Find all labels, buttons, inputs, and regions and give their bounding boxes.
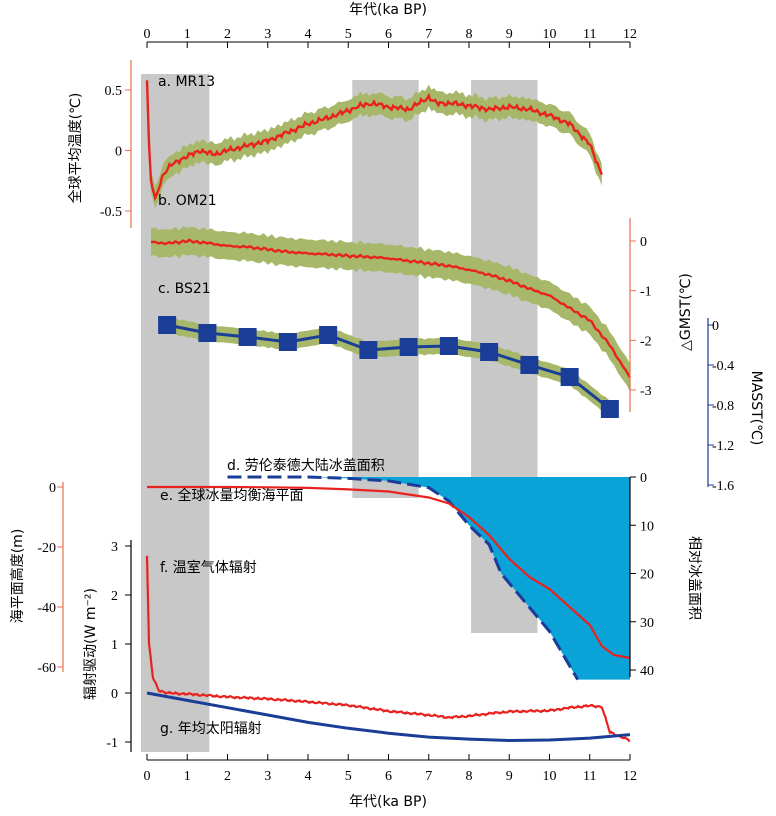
mr13-line bbox=[145, 80, 603, 202]
top-x-tick-label-4: 4 bbox=[305, 27, 312, 42]
om21-uncertainty-band bbox=[151, 226, 630, 392]
d-y-tick-label-3: 30 bbox=[640, 616, 654, 631]
bottom-x-tick-label-4: 4 bbox=[305, 769, 312, 784]
b-y-axis-title: △GMST(℃) bbox=[678, 273, 694, 351]
bottom-x-tick-label-8: 8 bbox=[466, 769, 473, 784]
d-y-tick-label-1: 10 bbox=[640, 519, 654, 534]
panel-label-e: e. 全球冰量均衡海平面 bbox=[160, 487, 304, 504]
d-y-axis-title: 相对冰盖面积 bbox=[686, 536, 702, 620]
c-y-tick-label-1: -0.4 bbox=[712, 359, 734, 374]
f-y-tick-label-0: 3 bbox=[111, 540, 118, 555]
a-y-tick-label-1: 0 bbox=[115, 145, 122, 160]
bs21-marker-2 bbox=[198, 324, 217, 342]
top-x-tick-label-10: 10 bbox=[543, 27, 557, 42]
e-y-tick-label-2: -40 bbox=[37, 601, 56, 616]
top-x-tick-label-2: 2 bbox=[224, 27, 231, 42]
ghg-forcing-line bbox=[145, 555, 631, 742]
top-x-tick-label-8: 8 bbox=[466, 27, 473, 42]
bottom-x-tick-label-0: 0 bbox=[144, 769, 151, 784]
bottom-x-tick-label-12: 12 bbox=[623, 769, 637, 784]
b-y-tick-label-3: -3 bbox=[640, 384, 652, 399]
bs21-marker-5 bbox=[319, 326, 338, 344]
bottom-x-axis-title: 年代(ka BP) bbox=[349, 794, 427, 810]
f-y-tick-label-4: -1 bbox=[106, 736, 118, 751]
panel-label-f: f. 温室气体辐射 bbox=[160, 559, 257, 576]
e-y-tick-label-3: -60 bbox=[37, 661, 56, 676]
top-x-tick-label-6: 6 bbox=[385, 27, 392, 42]
bottom-x-tick-label-2: 2 bbox=[224, 769, 231, 784]
bottom-x-tick-label-3: 3 bbox=[264, 769, 271, 784]
c-y-tick-label-2: -0.8 bbox=[712, 399, 734, 414]
ice-area-line bbox=[227, 475, 579, 681]
top-x-tick-label-5: 5 bbox=[345, 27, 352, 42]
panel-label-d: d. 劳伦泰德大陆冰盖面积 bbox=[227, 458, 385, 474]
top-x-tick-label-12: 12 bbox=[623, 27, 637, 42]
bs21-marker-6 bbox=[359, 341, 378, 359]
f-y-tick-label-1: 2 bbox=[111, 589, 118, 604]
bs21-marker-8 bbox=[439, 337, 458, 355]
top-x-tick-label-1: 1 bbox=[184, 27, 191, 42]
ice-area-fill bbox=[227, 477, 630, 680]
d-y-tick-label-4: 40 bbox=[640, 664, 654, 679]
bottom-x-tick-label-1: 1 bbox=[184, 769, 191, 784]
a-y-tick-label-2: -0.5 bbox=[100, 205, 122, 220]
panel-label-a: a. MR13 bbox=[158, 74, 215, 90]
e-y-tick-label-1: -20 bbox=[37, 541, 56, 556]
bs21-marker-10 bbox=[520, 356, 539, 374]
bs21-marker-3 bbox=[238, 328, 257, 346]
b-y-tick-label-0: 0 bbox=[640, 235, 647, 250]
c-y-tick-label-0: 0 bbox=[712, 319, 719, 334]
top-x-tick-label-7: 7 bbox=[425, 27, 432, 42]
b-y-tick-label-2: -2 bbox=[640, 334, 652, 349]
bs21-marker-12 bbox=[600, 400, 619, 418]
top-x-tick-label-3: 3 bbox=[264, 27, 271, 42]
c-y-tick-label-4: -1.6 bbox=[712, 479, 734, 494]
panel-label-c: c. BS21 bbox=[158, 281, 211, 297]
b-y-tick-label-1: -1 bbox=[640, 285, 652, 300]
top-x-axis-title: 年代(ka BP) bbox=[349, 2, 427, 18]
a-y-axis-title: 全球平均温度(℃) bbox=[67, 93, 84, 204]
f-y-tick-label-2: 1 bbox=[111, 638, 118, 653]
f-y-tick-label-3: 0 bbox=[111, 687, 118, 702]
sea-level-line bbox=[147, 485, 631, 660]
e-y-axis-title: 海平面高度(m) bbox=[9, 529, 26, 624]
bs21-marker-1 bbox=[158, 316, 177, 334]
top-x-tick-label-0: 0 bbox=[144, 27, 151, 42]
mr13-uncertainty-band bbox=[147, 69, 602, 209]
a-y-tick-label-0: 0.5 bbox=[105, 84, 123, 99]
e-y-tick-label-0: 0 bbox=[49, 481, 56, 496]
bottom-x-tick-label-6: 6 bbox=[385, 769, 392, 784]
bs21-marker-7 bbox=[399, 338, 418, 356]
bottom-x-tick-label-9: 9 bbox=[506, 769, 513, 784]
d-y-tick-label-2: 20 bbox=[640, 568, 654, 583]
shaded-interval-2 bbox=[352, 80, 419, 498]
c-y-tick-label-3: -1.2 bbox=[712, 439, 734, 454]
panel-label-b: b. OM21 bbox=[158, 193, 217, 209]
bs21-marker-11 bbox=[560, 368, 579, 386]
top-x-tick-label-9: 9 bbox=[506, 27, 513, 42]
bottom-x-tick-label-7: 7 bbox=[425, 769, 432, 784]
bs21-marker-9 bbox=[480, 343, 499, 361]
bs21-marker-4 bbox=[278, 333, 297, 351]
panel-label-g: g. 年均太阳辐射 bbox=[160, 721, 262, 737]
solar-forcing-line bbox=[146, 691, 631, 743]
f-y-axis-title: 辐射驱动(W m⁻²) bbox=[83, 588, 99, 700]
top-x-tick-label-11: 11 bbox=[583, 27, 596, 42]
d-y-tick-label-0: 0 bbox=[640, 471, 647, 486]
c-y-axis-title: MASST(℃) bbox=[748, 371, 764, 446]
bottom-x-tick-label-5: 5 bbox=[345, 769, 352, 784]
bottom-x-tick-label-11: 11 bbox=[583, 769, 596, 784]
om21-line bbox=[151, 238, 632, 379]
bottom-x-tick-label-10: 10 bbox=[543, 769, 557, 784]
